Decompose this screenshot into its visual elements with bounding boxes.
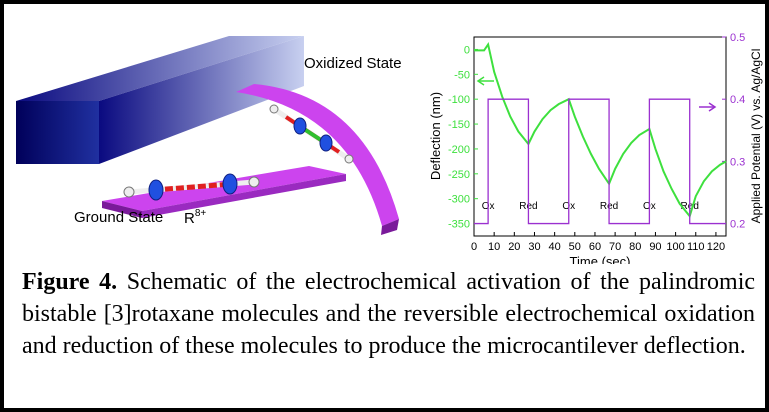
x-axis-label: Time (sec) [570,254,631,264]
y-tick-label: -200 [448,144,470,156]
y-tick-label: -150 [448,119,470,131]
plot-frame [473,36,727,237]
ion-charge: 8+ [195,208,207,219]
y-tick-label: 0 [464,44,470,56]
ground-molecule [123,173,260,201]
y-tick-label: -250 [448,169,470,181]
x-tick-label: 0 [471,241,477,253]
state-label: Ground State [74,209,163,226]
x-tick-label: 80 [629,241,641,253]
y-axis-label: Deflection (nm) [428,92,443,180]
oxidized-cantilever-edge [381,219,399,235]
y2-axis-label: Applied Potential (V) vs. Ag/AgCl [749,49,763,224]
x-tick-label: 20 [508,241,520,253]
x-tick-label: 40 [549,241,561,253]
ion-label: R8+ [184,208,206,227]
schematic: Oxidized State Ground State R8+ [16,36,402,235]
x-tick-label: 120 [707,241,725,253]
y-tick-label: -300 [448,194,470,206]
block-front [16,101,99,164]
oxidized-molecule [269,104,354,164]
axis-arrow-head [708,102,717,112]
x-tick-label: 10 [488,241,500,253]
x-tick-label: 100 [666,241,684,253]
state-label: Oxidized State [304,55,402,72]
line-series [474,98,726,225]
caption-label: Figure 4. [22,269,118,295]
caption: Figure 4. Schematic of the electrochemic… [22,266,755,362]
ground-cantilever-edge [102,201,142,218]
x-tick-label: 70 [609,241,621,253]
y-tick-label: -350 [448,219,470,231]
x-tick-label: 60 [589,241,601,253]
axis-arrow-head [476,76,485,86]
ground-cantilever-side [142,174,346,218]
oxidized-cantilever [236,84,399,226]
y2-tick-label: 0.2 [730,219,745,231]
ion: R [184,210,195,227]
y2-tick-label: 0.4 [730,94,745,106]
y-tick-label: -50 [454,69,470,81]
line-series [474,41,727,219]
chart: Time (sec) Deflection (nm) Applied Poten… [428,32,763,264]
x-tick-label: 30 [528,241,540,253]
y-tick-label: -100 [448,94,470,106]
y2-tick-label: 0.3 [730,156,745,168]
caption-text: Schematic of the electrochemical activat… [22,269,756,359]
x-tick-label: 90 [649,241,661,253]
x-tick-label: 50 [569,241,581,253]
y2-tick-label: 0.5 [730,32,745,44]
block-top [16,36,304,101]
figure-art: Oxidized State Ground State R8+ Time (se… [16,32,763,264]
x-tick-label: 110 [687,241,705,253]
block-side [99,36,304,164]
